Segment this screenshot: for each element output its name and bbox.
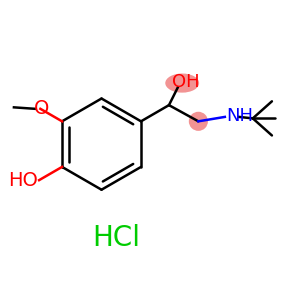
- Text: HCl: HCl: [92, 224, 140, 252]
- Ellipse shape: [189, 112, 208, 131]
- Text: HO: HO: [8, 171, 38, 190]
- Text: O: O: [34, 99, 50, 118]
- Text: OH: OH: [172, 73, 200, 91]
- Text: NH: NH: [226, 107, 253, 125]
- Ellipse shape: [165, 74, 199, 93]
